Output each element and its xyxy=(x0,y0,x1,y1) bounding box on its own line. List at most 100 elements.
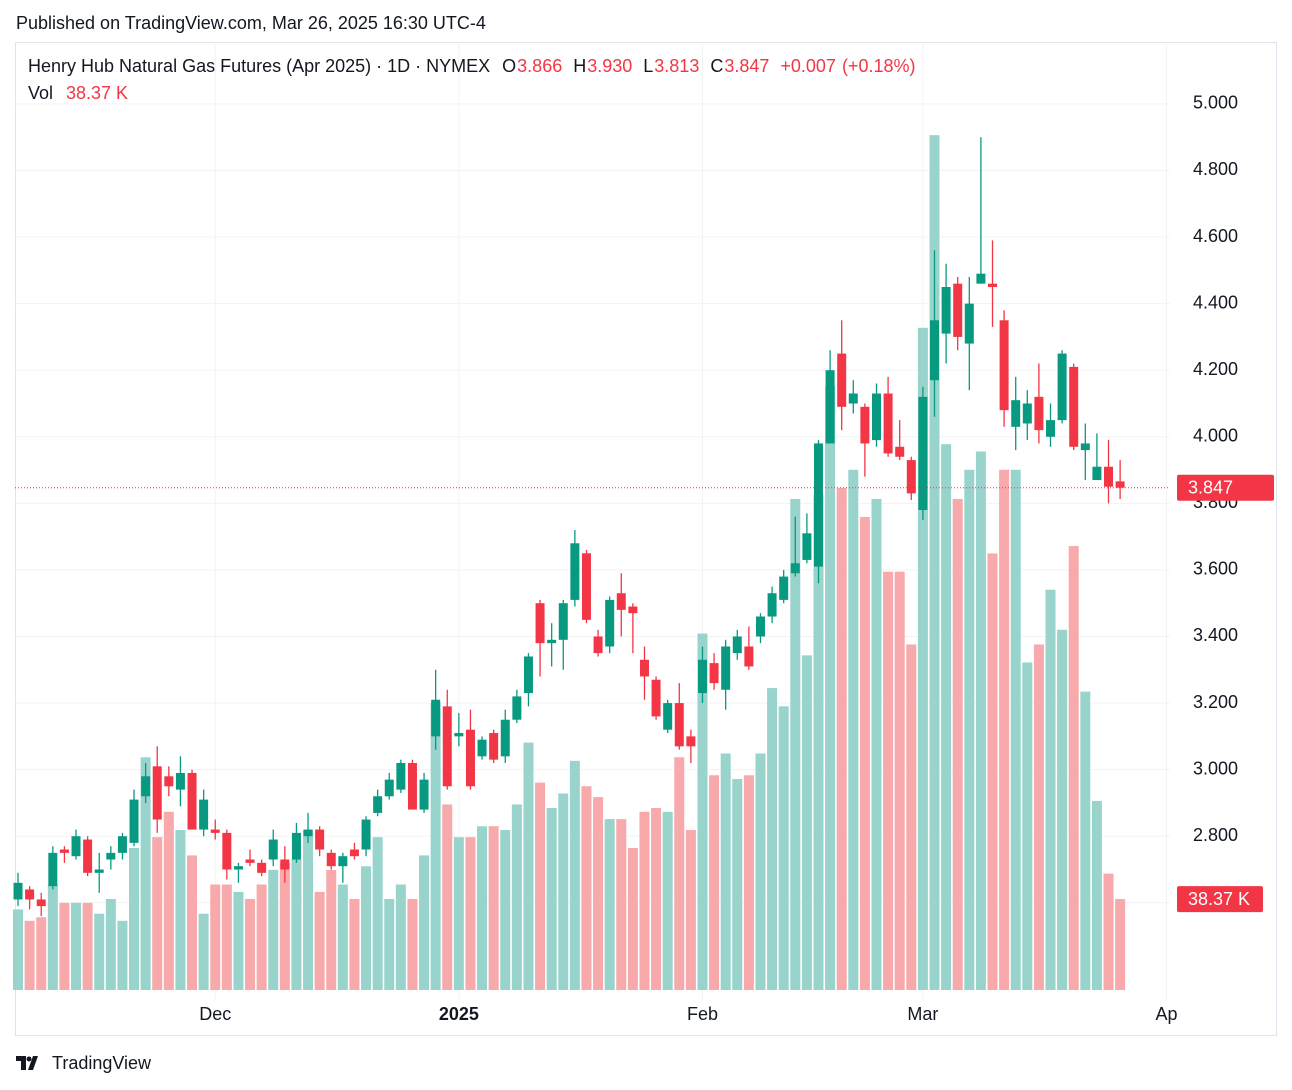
volume-bar xyxy=(848,469,859,990)
volume-bar xyxy=(883,571,894,990)
volume-bar xyxy=(395,884,406,990)
candle-body xyxy=(361,819,371,850)
volume-bar xyxy=(894,571,905,990)
frame xyxy=(15,42,1277,1036)
x-tick-label: 2025 xyxy=(439,1004,479,1024)
candle-body xyxy=(106,852,116,860)
volume-bar xyxy=(256,884,267,990)
candle-body xyxy=(222,832,232,870)
volume-bar xyxy=(627,848,638,990)
candle-body xyxy=(964,303,974,344)
candle-body xyxy=(175,772,185,790)
volume-bar xyxy=(94,913,105,990)
candle-body xyxy=(442,706,452,787)
candle-body xyxy=(709,663,719,684)
brand: TradingView xyxy=(52,1053,152,1073)
volume-bar xyxy=(245,898,256,990)
candle-body xyxy=(489,733,499,760)
volume-bar xyxy=(1022,662,1033,990)
candle-body xyxy=(454,733,464,737)
volume-bar xyxy=(546,807,557,990)
volume-bar xyxy=(477,826,488,990)
candle-body xyxy=(639,659,649,677)
candle-body xyxy=(245,859,255,863)
readout-value: 3.866 xyxy=(517,56,562,76)
volume-bar xyxy=(47,884,58,990)
candle-body xyxy=(767,593,777,617)
volume-bar xyxy=(1045,589,1056,990)
volume-bar xyxy=(535,782,546,990)
volume-bar xyxy=(593,797,604,990)
candle-body xyxy=(535,603,545,644)
candle-body xyxy=(338,856,348,867)
volume-bar xyxy=(1033,644,1044,990)
volume-bar xyxy=(523,742,534,990)
candle-body xyxy=(755,616,765,637)
candle-body xyxy=(1115,481,1125,488)
volume-bar xyxy=(1115,899,1126,990)
y-tick-label: 5.000 xyxy=(1193,93,1238,113)
candle-body xyxy=(326,852,336,867)
volume-bar xyxy=(604,819,615,990)
candle-body xyxy=(697,659,707,694)
volume-bar xyxy=(465,837,476,990)
readout-name: C xyxy=(710,56,723,76)
volume-bar xyxy=(720,753,731,990)
volume-bar xyxy=(685,830,696,990)
candle-body xyxy=(1046,420,1056,437)
candle-body xyxy=(210,829,220,833)
candle-body xyxy=(941,286,951,334)
volume-bar xyxy=(36,917,47,990)
volume-bar xyxy=(674,757,685,990)
volume-tag xyxy=(1177,886,1263,913)
candle-body xyxy=(732,636,742,654)
volume-bar xyxy=(871,498,882,990)
candle-body xyxy=(129,799,139,843)
y-tick-label: 2.800 xyxy=(1193,825,1238,845)
candle-body xyxy=(616,593,626,610)
y-tick-label: 4.200 xyxy=(1193,359,1238,379)
volume-bar xyxy=(221,884,232,990)
volume-bar xyxy=(767,688,778,990)
volume-bar xyxy=(488,826,499,990)
volume-bar xyxy=(1068,546,1079,990)
volume-bar xyxy=(268,869,279,990)
volume-bar xyxy=(500,830,511,990)
volume-bar xyxy=(117,920,128,990)
candle-body xyxy=(929,320,939,381)
candle-body xyxy=(999,320,1009,411)
x-tick-label: Ap xyxy=(1156,1004,1178,1024)
candle-body xyxy=(581,553,591,620)
volume-bar xyxy=(755,753,766,990)
change: +0.007 xyxy=(780,56,836,76)
candle-body xyxy=(883,393,893,454)
candle-body xyxy=(871,393,881,441)
volume-tag-label: 38.37 K xyxy=(1188,889,1250,909)
candle-body xyxy=(976,273,986,284)
volume-bar xyxy=(279,862,290,990)
volume-bar xyxy=(407,898,418,990)
volume-bar xyxy=(1080,691,1091,990)
candle-body xyxy=(257,862,267,873)
volume-bar xyxy=(906,644,917,990)
volume-bar xyxy=(952,498,963,990)
volume-bar xyxy=(337,884,348,990)
y-tick-label: 3.000 xyxy=(1193,758,1238,778)
volume-bar xyxy=(697,633,708,990)
candle-body xyxy=(779,576,789,600)
price-tag xyxy=(1177,474,1274,501)
candle-body xyxy=(570,543,580,600)
volume-bar xyxy=(1091,800,1102,990)
candle-body xyxy=(407,762,417,810)
volume-bar xyxy=(13,909,24,990)
candle-body xyxy=(558,603,568,640)
x-tick-label: Feb xyxy=(687,1004,718,1024)
candle-body xyxy=(71,836,81,857)
volume-bar xyxy=(140,757,151,990)
candle-body xyxy=(349,849,359,857)
volume-bar xyxy=(152,837,163,990)
candle-body xyxy=(1011,400,1021,427)
volume-bar xyxy=(105,898,116,990)
volume-bar xyxy=(569,760,580,990)
